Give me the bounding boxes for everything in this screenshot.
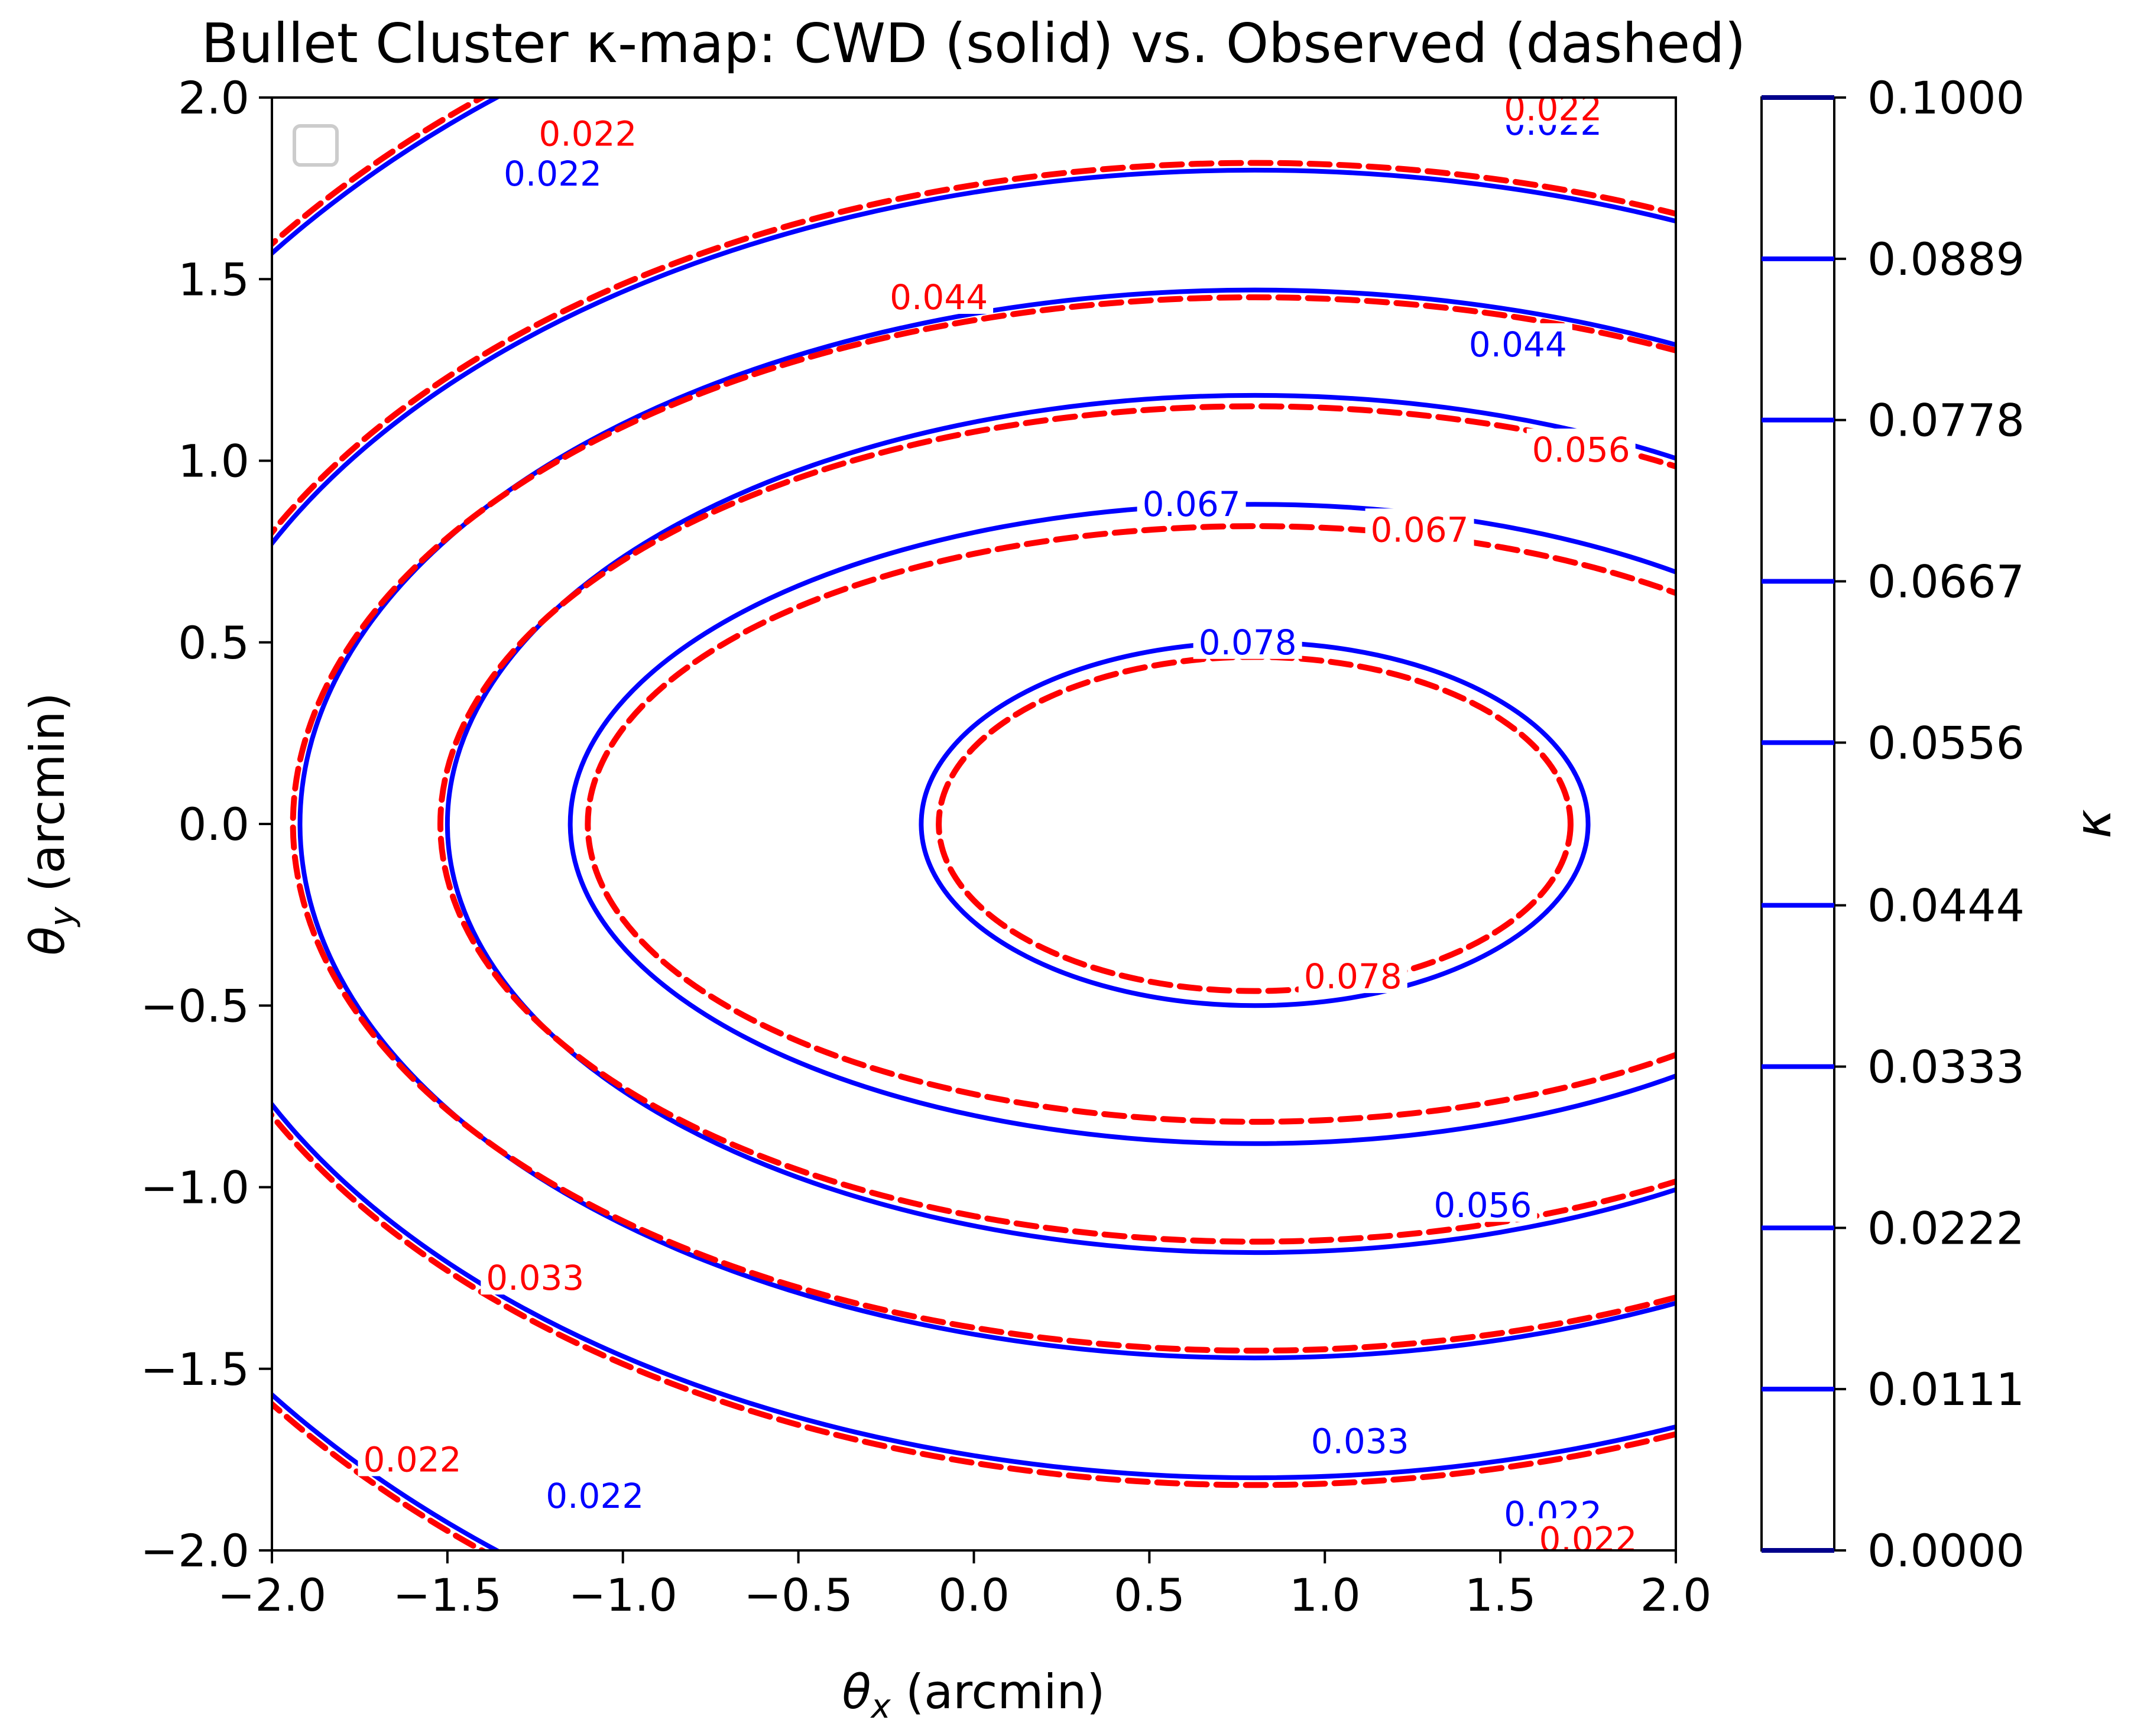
contour-label-bg [358, 1438, 467, 1477]
y-axis: −2.0 −1.5 −1.0 −0.5 0.0 0.5 1.0 1.5 2.0 [140, 72, 272, 1577]
contour-label: 0.044 [1469, 325, 1567, 365]
x-tick-label: −1.0 [568, 1569, 677, 1621]
contour-label: 0.056 [1532, 430, 1630, 470]
x-tick-label: −1.5 [393, 1569, 502, 1621]
cwd-contour-0.056 [445, 393, 1676, 1255]
legend-box [293, 124, 339, 167]
contour-label: 0.022 [504, 154, 602, 194]
colorbar-tick-label: 0.0333 [1867, 1040, 2025, 1093]
colorbar-tick-label: 0.0778 [1867, 394, 2025, 447]
observed-contour-0.056 [437, 403, 1676, 1245]
contour-label: 0.067 [1143, 484, 1241, 524]
colorbar-tick-label: 0.0000 [1867, 1524, 2025, 1577]
contour-label-bg [481, 1257, 590, 1295]
x-axis-label: θx (arcmin) [842, 1664, 1105, 1726]
x-tick-label: 2.0 [1640, 1569, 1712, 1621]
contour-label-bg [1533, 1518, 1643, 1550]
contour-label-bg [1428, 1184, 1538, 1222]
colorbar-tick-label: 0.1000 [1867, 72, 2025, 124]
contour-label-bg [498, 152, 607, 191]
colorbar-tick-label: 0.0556 [1867, 716, 2025, 769]
y-tick-label: −0.5 [140, 979, 249, 1032]
observed-contour-0.044 [290, 294, 1676, 1354]
y-tick-label: 1.0 [178, 435, 249, 488]
contour-label-bg [1305, 1420, 1415, 1458]
contour-label: 0.044 [890, 277, 988, 317]
colorbar-label: κ [2064, 809, 2122, 839]
contour-label: 0.022 [539, 113, 637, 154]
contour-label: 0.033 [486, 1258, 584, 1298]
colorbar-frame [1760, 96, 1835, 1552]
y-tick-label: 0.0 [178, 798, 249, 851]
contour-label-bg [1137, 483, 1246, 521]
colorbar-tick-label: 0.0222 [1867, 1202, 2025, 1254]
contour-label-bg [884, 275, 994, 314]
y-tick-label: 2.0 [178, 72, 249, 124]
y-tick-label: 0.5 [178, 616, 249, 669]
y-tick-label: −2.0 [140, 1524, 249, 1577]
cwd-contour-0.067 [568, 502, 1676, 1146]
contour-label-bg [1365, 508, 1474, 547]
contour-label-bg [1193, 621, 1302, 659]
x-tick-label: 1.5 [1465, 1569, 1536, 1621]
contour-label: 0.022 [1504, 88, 1602, 128]
x-tick-label: −2.0 [218, 1569, 327, 1621]
colorbar-tick-label: 0.0111 [1867, 1363, 2025, 1416]
contour-label-bg [1463, 323, 1572, 361]
y-tick-label: −1.0 [140, 1161, 249, 1214]
contour-label: 0.033 [1311, 1422, 1409, 1462]
x-tick-label: −0.5 [744, 1569, 853, 1621]
contour-label: 0.022 [363, 1439, 461, 1479]
contour-label: 0.022 [1539, 1520, 1637, 1560]
cwd-contour-0.044 [297, 287, 1676, 1361]
x-tick-label: 0.0 [938, 1569, 1010, 1621]
cwd-contour-0.033 [272, 168, 1676, 1480]
y-tick-label: 1.5 [178, 253, 249, 306]
x-axis: −2.0 −1.5 −1.0 −0.5 0.0 0.5 1.0 1.5 2.0 [218, 1550, 1712, 1621]
observed-contour-0.033 [272, 160, 1676, 1488]
colorbar-ticks: 0.0000 0.0111 0.0222 0.0333 0.0444 0.0556 0.06… [1762, 72, 2025, 1577]
contour-label-bg [1298, 955, 1407, 994]
contour-label: 0.078 [1199, 622, 1297, 663]
contour-label: 0.056 [1433, 1185, 1532, 1225]
observed-contour-0.067 [585, 523, 1676, 1125]
contour-label-bg [540, 1474, 650, 1513]
contour-label-bg [533, 112, 643, 151]
contour-label-bg [1498, 98, 1608, 125]
chart-title: Bullet Cluster κ-map: CWD (solid) vs. Ob… [202, 12, 1746, 75]
colorbar: 0.0000 0.0111 0.0222 0.0333 0.0444 0.0556 0.06… [1760, 72, 2122, 1577]
contour-label: 0.078 [1304, 956, 1402, 997]
x-tick-label: 1.0 [1289, 1569, 1361, 1621]
y-axis-label: θy (arcmin) [20, 693, 82, 956]
y-tick-label: −1.5 [140, 1343, 249, 1396]
contour-label: 0.067 [1371, 510, 1469, 550]
contour-label-bg [1526, 429, 1636, 467]
colorbar-tick-label: 0.0889 [1867, 233, 2025, 285]
contour-label: 0.022 [546, 1476, 644, 1516]
colorbar-tick-label: 0.0667 [1867, 556, 2025, 608]
colorbar-tick-label: 0.0444 [1867, 880, 2025, 932]
x-tick-label: 0.5 [1114, 1569, 1185, 1621]
